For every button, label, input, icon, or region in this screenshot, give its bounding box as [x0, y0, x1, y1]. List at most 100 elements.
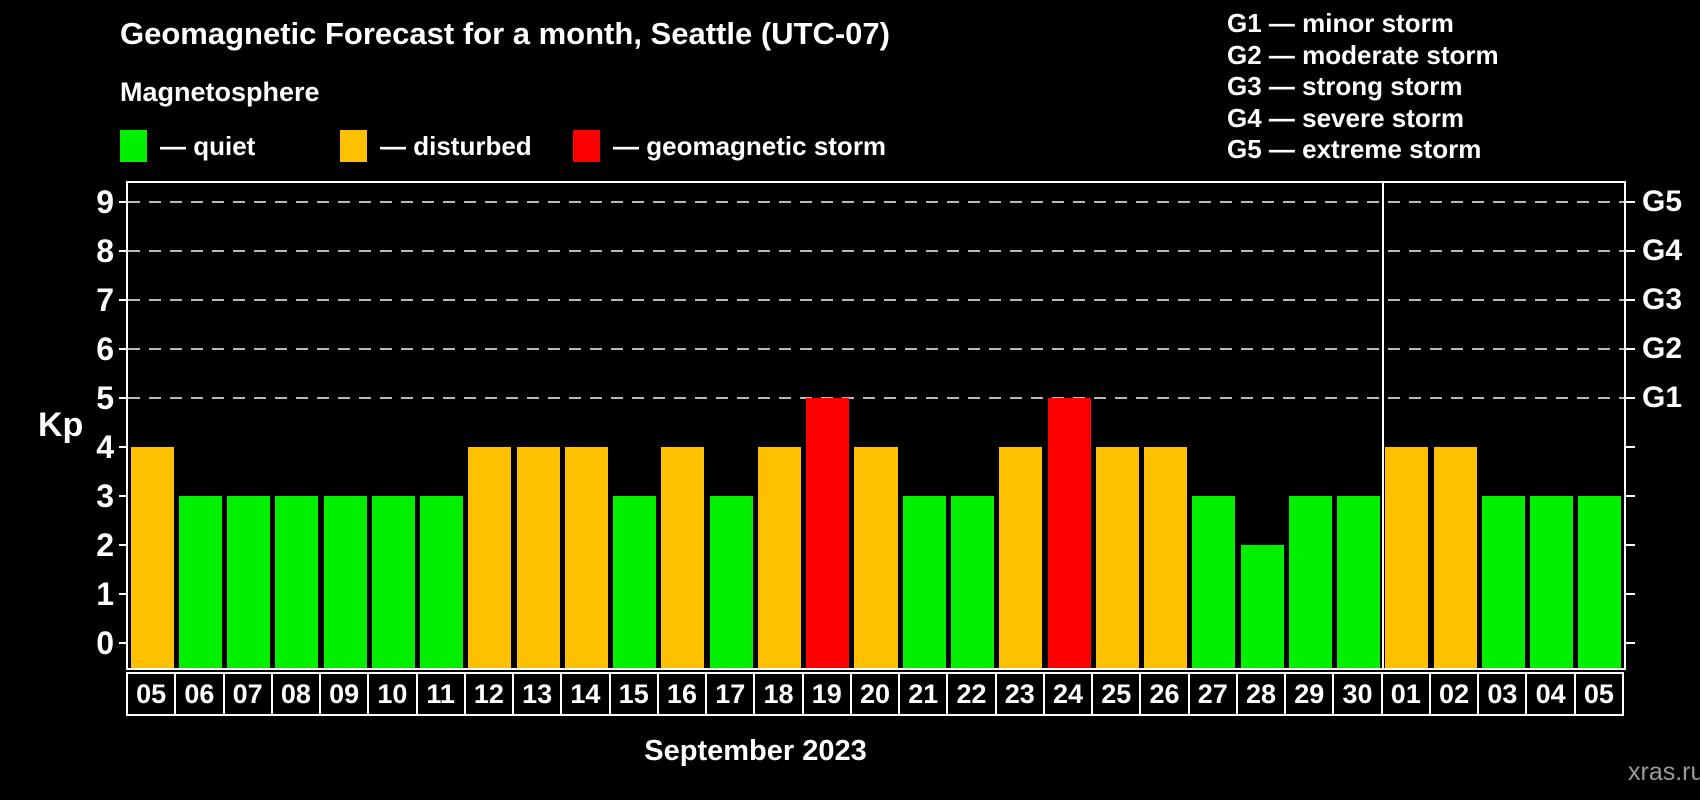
kp-bar-06 — [178, 496, 222, 668]
date-label-sep-28: 28 — [1235, 672, 1287, 716]
kp-bar-19 — [806, 398, 850, 668]
right-axis-label-g3: G3 — [1642, 283, 1683, 316]
right-tick-kp-1 — [1626, 593, 1635, 595]
kp-bar-22 — [950, 496, 995, 668]
gridline-kp-8 — [128, 250, 1624, 252]
date-label-sep-07: 07 — [222, 672, 273, 716]
gridline-kp-7 — [128, 299, 1624, 301]
date-label-oct-05: 05 — [1573, 672, 1624, 716]
kp-bar-25 — [1095, 447, 1139, 668]
y-axis-title: Kp — [38, 406, 84, 444]
kp-bar-28 — [1240, 545, 1284, 668]
gridline-kp-6 — [128, 348, 1624, 350]
legend-label-disturbed: — disturbed — [380, 130, 532, 161]
date-label-sep-13: 13 — [512, 672, 563, 716]
date-label-sep-08: 08 — [270, 672, 322, 716]
y-axis-tick-label-4: 4 — [96, 429, 114, 465]
chart-title: Geomagnetic Forecast for a month, Seattl… — [120, 16, 890, 51]
kp-bar-27 — [1192, 496, 1236, 668]
right-tick-kp-4 — [1626, 446, 1635, 448]
date-label-sep-25: 25 — [1091, 672, 1142, 716]
left-tick-kp-4 — [119, 446, 128, 448]
date-label-sep-27: 27 — [1187, 672, 1238, 716]
y-axis-tick-label-3: 3 — [96, 478, 114, 514]
kp-bar-20 — [854, 447, 898, 668]
date-label-sep-29: 29 — [1284, 672, 1335, 716]
quiet-swatch-icon — [120, 130, 147, 162]
right-axis-label-g2: G2 — [1642, 332, 1683, 365]
g-scale-legend: G1 — minor storm G2 — moderate storm G3 … — [1227, 8, 1499, 166]
disturbed-swatch-icon — [340, 130, 367, 162]
kp-bar-26 — [1144, 447, 1188, 668]
legend-item-quiet: — quiet — [120, 130, 255, 162]
date-label-oct-04: 04 — [1525, 672, 1576, 716]
right-axis-label-g5: G5 — [1642, 185, 1683, 218]
date-label-sep-15: 15 — [608, 672, 659, 716]
date-label-sep-23: 23 — [994, 672, 1045, 716]
g-legend-line-g4: G4 — severe storm — [1227, 102, 1465, 133]
kp-bar-15 — [613, 496, 657, 668]
g-legend-line-g1: G1 — minor storm — [1227, 8, 1454, 38]
kp-bar-12 — [468, 447, 512, 668]
date-label-sep-16: 16 — [656, 672, 708, 716]
right-tick-kp-0 — [1626, 642, 1635, 644]
kp-bar-07 — [227, 496, 271, 668]
left-tick-kp-6 — [119, 348, 128, 350]
right-tick-kp-6 — [1626, 348, 1635, 350]
g-legend-line-g2: G2 — moderate storm — [1227, 39, 1499, 70]
date-label-sep-17: 17 — [705, 672, 756, 716]
kp-bar-09 — [323, 496, 367, 668]
y-axis-tick-label-1: 1 — [96, 576, 114, 612]
left-tick-kp-9 — [119, 201, 128, 203]
y-axis-tick-label-9: 9 — [96, 184, 114, 220]
kp-bar-11 — [420, 496, 464, 668]
legend-item-disturbed: — disturbed — [340, 130, 532, 162]
date-label-sep-30: 30 — [1332, 672, 1383, 716]
gridline-kp-9 — [128, 201, 1624, 203]
legend-label-quiet: — quiet — [160, 130, 256, 161]
date-label-oct-02: 02 — [1428, 672, 1480, 716]
kp-bar-02 — [1433, 447, 1477, 668]
kp-bar-14 — [564, 447, 608, 668]
kp-bar-13 — [516, 447, 560, 668]
kp-bar-01 — [1385, 447, 1429, 668]
magnetosphere-legend-heading: Magnetosphere — [120, 77, 320, 107]
right-tick-kp-8 — [1626, 250, 1635, 252]
y-axis-tick-label-2: 2 — [96, 527, 114, 563]
left-tick-kp-1 — [119, 593, 128, 595]
kp-bar-05 — [1578, 496, 1622, 668]
date-label-sep-24: 24 — [1042, 672, 1094, 716]
date-label-sep-21: 21 — [898, 672, 949, 716]
right-tick-kp-2 — [1626, 544, 1635, 546]
left-tick-kp-0 — [119, 642, 128, 644]
date-label-sep-22: 22 — [946, 672, 997, 716]
date-label-sep-14: 14 — [560, 672, 611, 716]
kp-bar-24 — [1047, 398, 1091, 668]
left-tick-kp-2 — [119, 544, 128, 546]
month-separator-line — [1381, 183, 1384, 668]
date-label-sep-20: 20 — [849, 672, 901, 716]
left-tick-kp-8 — [119, 250, 128, 252]
legend-item-storm: — geomagnetic storm — [573, 130, 886, 162]
g-legend-line-g3: G3 — strong storm — [1227, 71, 1463, 101]
y-axis-tick-label-6: 6 — [96, 331, 114, 367]
left-tick-kp-3 — [119, 495, 128, 497]
date-label-sep-12: 12 — [463, 672, 515, 716]
date-label-sep-05: 05 — [126, 672, 177, 716]
kp-bar-10 — [371, 496, 415, 668]
kp-bar-21 — [902, 496, 946, 668]
right-axis-label-g4: G4 — [1642, 234, 1683, 267]
date-label-oct-01: 01 — [1380, 672, 1431, 716]
date-label-oct-03: 03 — [1477, 672, 1528, 716]
date-label-sep-06: 06 — [174, 672, 225, 716]
kp-bar-03 — [1481, 496, 1525, 668]
plot-area — [126, 181, 1626, 670]
right-tick-kp-3 — [1626, 495, 1635, 497]
kp-bar-05 — [130, 447, 174, 668]
left-tick-kp-7 — [119, 299, 128, 301]
g-legend-line-g5: G5 — extreme storm — [1227, 134, 1482, 164]
kp-bar-08 — [275, 496, 319, 668]
storm-swatch-icon — [573, 130, 600, 162]
y-axis-tick-label-8: 8 — [96, 233, 114, 269]
